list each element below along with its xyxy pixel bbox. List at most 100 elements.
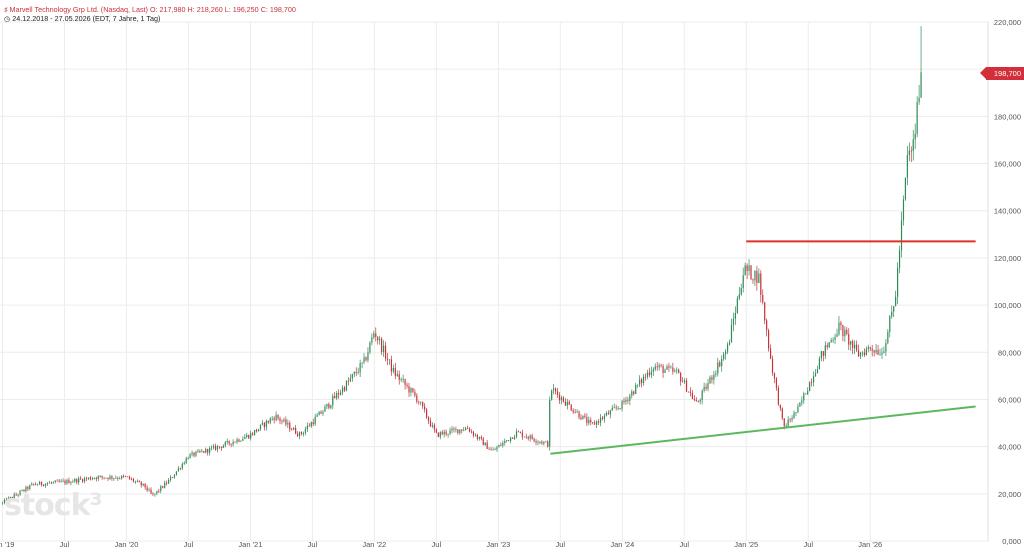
candle-body bbox=[568, 401, 570, 405]
candle-body bbox=[177, 468, 179, 472]
candle-body bbox=[844, 329, 846, 337]
candle-body bbox=[504, 440, 506, 443]
candle-body bbox=[461, 429, 463, 431]
candle-body bbox=[445, 431, 447, 435]
support-trend-line bbox=[550, 405, 976, 455]
candle-body bbox=[494, 449, 496, 451]
candle-body bbox=[150, 489, 152, 494]
candle-body bbox=[676, 369, 678, 371]
candle-body bbox=[431, 424, 434, 427]
candle-body bbox=[173, 474, 176, 478]
candle-body bbox=[390, 359, 393, 372]
candle-body bbox=[846, 329, 848, 335]
candle-body bbox=[554, 388, 557, 392]
candle-body bbox=[35, 483, 37, 485]
instrument-title: Marvell Technology Grp Ltd. (Nasdaq, Las… bbox=[9, 5, 148, 14]
candle-body bbox=[521, 432, 523, 437]
candle-body bbox=[766, 320, 768, 331]
candle-body bbox=[738, 294, 740, 299]
candle-body bbox=[805, 393, 807, 395]
candle-body bbox=[635, 385, 637, 394]
candle-body bbox=[848, 334, 850, 345]
candle-body bbox=[255, 429, 258, 432]
candle-body bbox=[459, 429, 461, 433]
candle-body bbox=[510, 437, 512, 441]
candle-body bbox=[93, 478, 95, 479]
candle-body bbox=[551, 390, 553, 400]
candle-body bbox=[627, 399, 629, 401]
candle-body bbox=[726, 344, 729, 352]
candle-body bbox=[562, 397, 564, 402]
candle-body bbox=[811, 382, 813, 383]
candle-body bbox=[296, 433, 299, 436]
candle-body bbox=[545, 441, 547, 443]
candle-body bbox=[226, 441, 228, 443]
candle-body bbox=[117, 477, 119, 479]
candle-body bbox=[498, 445, 500, 448]
candle-body bbox=[594, 422, 596, 425]
candle-body bbox=[908, 150, 910, 156]
candle-body bbox=[322, 411, 324, 414]
candle-body bbox=[889, 316, 891, 332]
candle-body bbox=[750, 265, 752, 280]
candle-body bbox=[168, 479, 170, 484]
x-tick-label: Jan '21 bbox=[238, 540, 262, 549]
candle-body bbox=[768, 330, 770, 349]
candle-body bbox=[146, 487, 148, 491]
y-tick-label: 40,000 bbox=[998, 443, 1021, 452]
candle-body bbox=[484, 442, 486, 446]
candle-body bbox=[875, 349, 877, 353]
candle-body bbox=[680, 372, 682, 382]
candle-body bbox=[519, 431, 522, 433]
candle-body bbox=[31, 483, 33, 486]
candle-body bbox=[740, 288, 742, 295]
candle-body bbox=[717, 362, 719, 374]
candle-body bbox=[914, 133, 916, 140]
y-tick-label: 120,000 bbox=[994, 254, 1021, 263]
candle-body bbox=[427, 417, 430, 421]
candle-body bbox=[592, 422, 594, 424]
candle-body bbox=[166, 482, 168, 484]
candle-body bbox=[240, 440, 242, 442]
chart-range-info: ◷ 24.12.2018 - 27.05.2026 (EDT, 7 Jahre,… bbox=[4, 14, 160, 23]
x-tick-label: Jul bbox=[432, 540, 442, 549]
candle-body bbox=[699, 399, 701, 402]
candle-body bbox=[169, 477, 172, 480]
candle-body bbox=[564, 401, 566, 406]
candle-body bbox=[29, 485, 31, 490]
candle-body bbox=[254, 429, 256, 435]
candle-body bbox=[664, 369, 666, 373]
candle-body bbox=[21, 489, 23, 491]
candle-body bbox=[437, 432, 439, 437]
candle-body bbox=[230, 443, 232, 445]
candle-body bbox=[418, 401, 420, 403]
close-value: C: 198,700 bbox=[260, 5, 296, 14]
candle-body bbox=[609, 410, 611, 415]
candle-body bbox=[582, 415, 584, 420]
candle-body bbox=[807, 391, 809, 395]
candle-body bbox=[134, 481, 136, 483]
candle-body bbox=[23, 489, 25, 491]
candle-body bbox=[525, 436, 527, 438]
candle-body bbox=[556, 391, 559, 395]
x-tick-label: Jan '26 bbox=[858, 540, 882, 549]
candle-body bbox=[318, 411, 320, 416]
candle-body bbox=[463, 430, 465, 431]
candle-body bbox=[809, 382, 811, 392]
candle-body bbox=[289, 422, 291, 430]
candle-body bbox=[820, 351, 822, 359]
candle-body bbox=[508, 440, 510, 441]
candle-body bbox=[82, 479, 84, 482]
x-tick-label: Jan '23 bbox=[486, 540, 510, 549]
candle-body bbox=[277, 414, 279, 419]
candle-body bbox=[283, 419, 285, 422]
candle-body bbox=[832, 339, 834, 341]
candle-body bbox=[205, 449, 207, 453]
candle-body bbox=[578, 411, 580, 418]
candle-body bbox=[379, 338, 381, 341]
candle-body bbox=[654, 366, 656, 370]
candle-body bbox=[769, 348, 772, 359]
candle-body bbox=[142, 483, 144, 486]
